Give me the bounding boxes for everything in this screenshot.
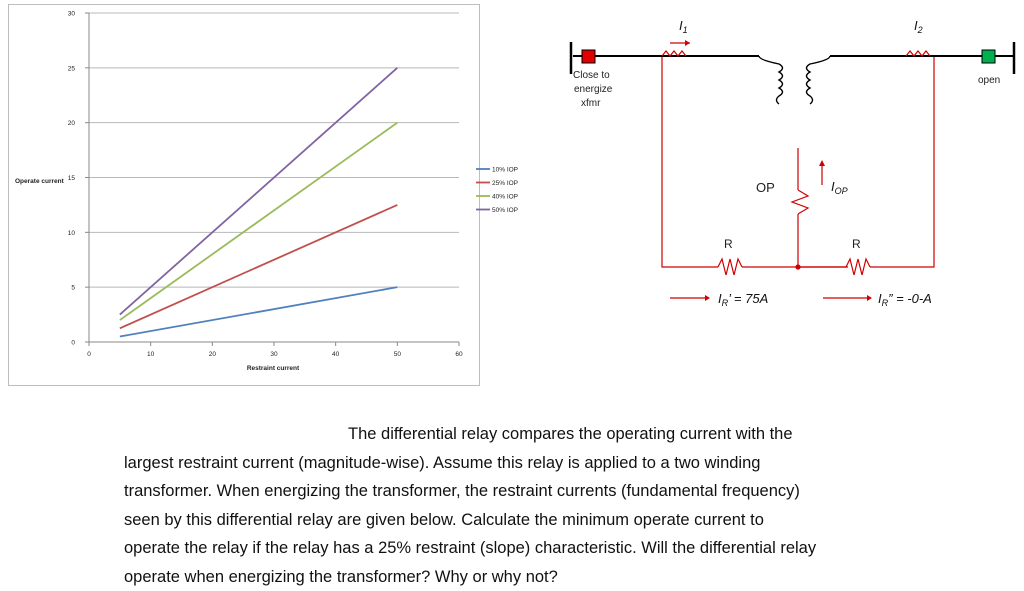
- ir1-arrowhead: [705, 295, 710, 301]
- r-right-label: R: [852, 237, 861, 251]
- problem-line-1: The differential relay compares the oper…: [124, 420, 924, 449]
- op-label: OP: [756, 180, 775, 195]
- close-label-line2: energize: [574, 84, 613, 95]
- right-ct-wire: [870, 57, 934, 267]
- y-axis-title: Operate current: [15, 178, 65, 185]
- legend-label: 40% IOP: [492, 194, 518, 201]
- y-tick-label: 30: [68, 11, 76, 18]
- series-line-1: [120, 287, 398, 336]
- ir2-label: IR” = -0-A: [878, 291, 932, 308]
- y-tick-labels: 0 5 10 15 20 25 30: [68, 11, 76, 347]
- legend-label: 50% IOP: [492, 207, 518, 214]
- close-breaker-icon[interactable]: [582, 50, 595, 63]
- y-tick-label: 0: [71, 340, 75, 347]
- left-ct-wire: [662, 57, 718, 267]
- y-tick-label: 15: [68, 175, 76, 182]
- close-label-line3: xfmr: [581, 98, 601, 109]
- left-restraint-resistor-icon: [718, 259, 742, 275]
- x-axis-title: Restraint current: [247, 365, 300, 372]
- chart-frame: 0 10 20 30 40 50 60 0 5 10 15 20 25 30 Operate curre…: [8, 4, 480, 386]
- secondary-winding-icon: [807, 56, 831, 104]
- iop-arrowhead: [819, 160, 825, 166]
- series-line-3: [120, 123, 398, 320]
- i2-label: I2: [914, 18, 923, 35]
- close-label-line1: Close to: [573, 70, 610, 81]
- y-tick-label: 10: [68, 230, 76, 237]
- i1-arrowhead: [685, 40, 690, 46]
- operate-vs-restraint-chart: 0 10 20 30 40 50 60 0 5 10 15 20 25 30 Operate curre…: [9, 5, 479, 385]
- y-tick-label: 20: [68, 120, 76, 127]
- primary-winding-icon: [759, 56, 783, 104]
- series-line-4: [120, 68, 398, 315]
- y-tick-label: 5: [71, 285, 75, 292]
- series-line-2: [120, 205, 398, 328]
- right-restraint-resistor-icon: [846, 259, 870, 275]
- open-breaker-icon[interactable]: [982, 50, 995, 63]
- problem-line-2: largest restraint current (magnitude-wis…: [124, 449, 924, 478]
- x-tick-label: 50: [394, 351, 402, 358]
- x-tick-label: 30: [270, 351, 278, 358]
- x-tick-label: 60: [455, 351, 463, 358]
- r-left-label: R: [724, 237, 733, 251]
- problem-line-5: operate the relay if the relay has a 25%…: [124, 534, 924, 563]
- problem-statement: The differential relay compares the oper…: [124, 420, 924, 591]
- relay-circuit-diagram: Close to energize xfmr open I1 I2 OP IOP…: [548, 10, 1024, 310]
- problem-line-6: operate when energizing the transformer?…: [124, 563, 924, 591]
- legend-panel: 10% IOP 25% IOP 40% IOP 50% IOP: [474, 160, 534, 230]
- legend-label: 25% IOP: [492, 180, 518, 187]
- x-tick-labels: 0 10 20 30 40 50 60: [87, 342, 463, 358]
- problem-line-3: transformer. When energizing the transfo…: [124, 477, 924, 506]
- i1-label: I1: [679, 18, 688, 35]
- x-tick-label: 10: [147, 351, 155, 358]
- ir2-arrowhead: [867, 295, 872, 301]
- junction-dot: [795, 264, 800, 269]
- iop-label: IOP: [831, 179, 848, 196]
- legend-label: 10% IOP: [492, 167, 518, 174]
- chart-series: [120, 68, 398, 337]
- open-label: open: [978, 75, 1000, 86]
- x-tick-label: 40: [332, 351, 340, 358]
- x-tick-label: 0: [87, 351, 91, 358]
- ir1-label: IR’ = 75A: [718, 291, 768, 308]
- x-tick-label: 20: [209, 351, 217, 358]
- op-coil-icon: [792, 190, 808, 214]
- chart-gridlines: [85, 13, 459, 342]
- y-tick-label: 25: [68, 65, 76, 72]
- problem-line-4: seen by this differential relay are give…: [124, 506, 924, 535]
